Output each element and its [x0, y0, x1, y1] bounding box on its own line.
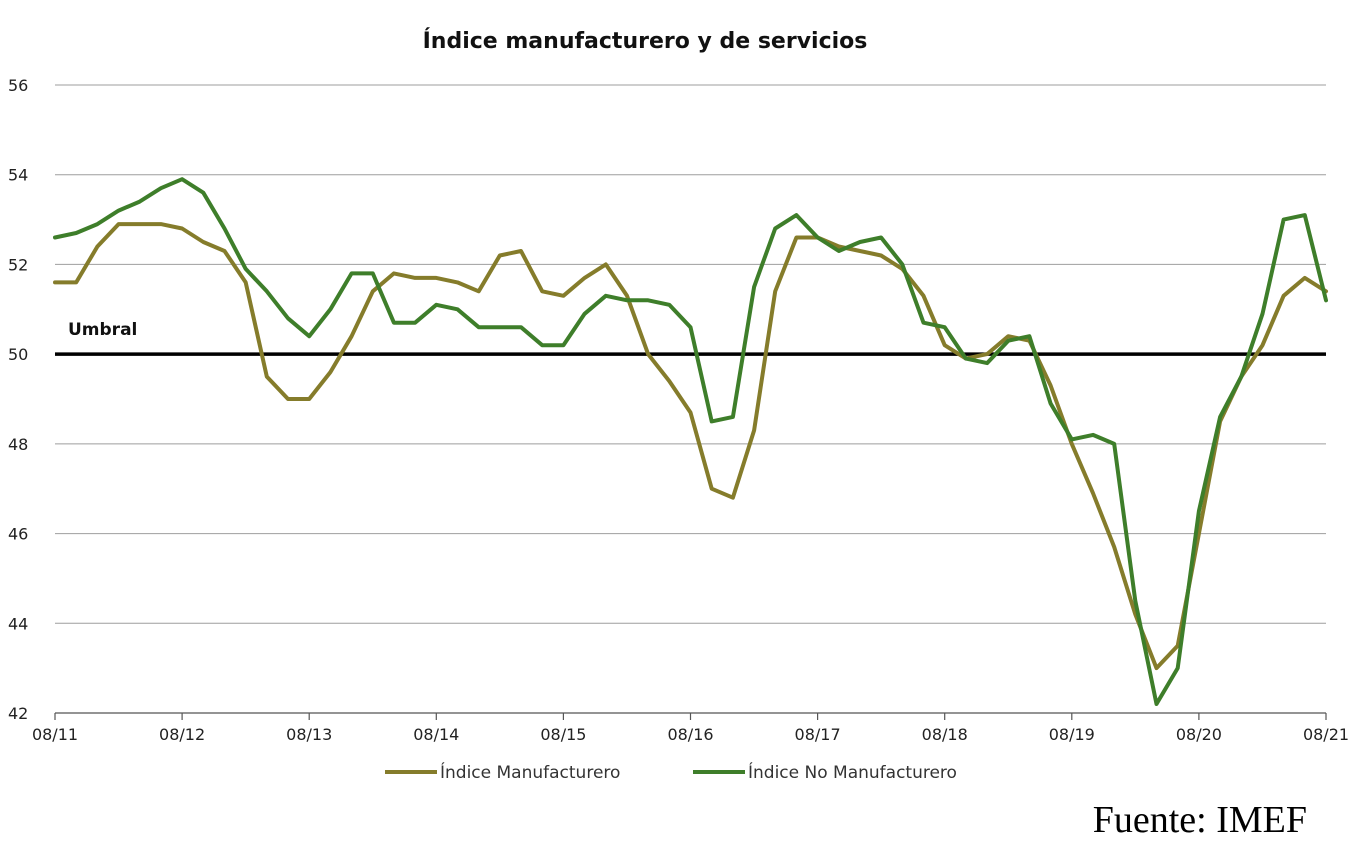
x-tick-label: 08/16 [667, 725, 713, 744]
chart-title: Índice manufacturero y de servicios [423, 28, 868, 54]
y-tick-label: 44 [8, 614, 28, 633]
x-tick-label: 08/21 [1303, 725, 1349, 744]
source-caption: Fuente: IMEF [1092, 799, 1307, 841]
x-tick-label: 08/20 [1176, 725, 1222, 744]
legend-label: Índice No Manufacturero [748, 761, 957, 783]
y-axis-ticks: 42 44 46 48 50 52 54 56 [8, 76, 28, 723]
reference-line-label: Umbral [68, 320, 137, 340]
x-tick-label: 08/12 [159, 725, 205, 744]
y-tick-label: 48 [8, 435, 28, 454]
y-tick-label: 52 [8, 255, 28, 274]
y-tick-label: 42 [8, 704, 28, 723]
x-tick-label: 08/14 [413, 725, 459, 744]
x-tick-label: 08/15 [540, 725, 586, 744]
x-tick-label: 08/17 [795, 725, 841, 744]
y-tick-label: 56 [8, 76, 28, 95]
grid-lines [55, 84, 1326, 714]
series-line [53, 222, 1328, 671]
legend-label: Índice Manufacturero [440, 761, 620, 783]
x-tick-label: 08/13 [286, 725, 332, 744]
series-lines [53, 177, 1328, 706]
y-tick-label: 50 [8, 345, 28, 364]
series-line [53, 177, 1328, 706]
legend: Índice Manufacturero Índice No Manufactur… [385, 761, 957, 783]
x-axis-ticks: 08/11 08/12 08/13 08/14 08/15 08/16 08/17 08/18… [32, 712, 1349, 744]
x-tick-label: 08/19 [1049, 725, 1095, 744]
y-tick-label: 46 [8, 525, 28, 544]
y-tick-label: 54 [8, 166, 28, 185]
x-tick-label: 08/11 [32, 725, 78, 744]
x-tick-label: 08/18 [922, 725, 968, 744]
